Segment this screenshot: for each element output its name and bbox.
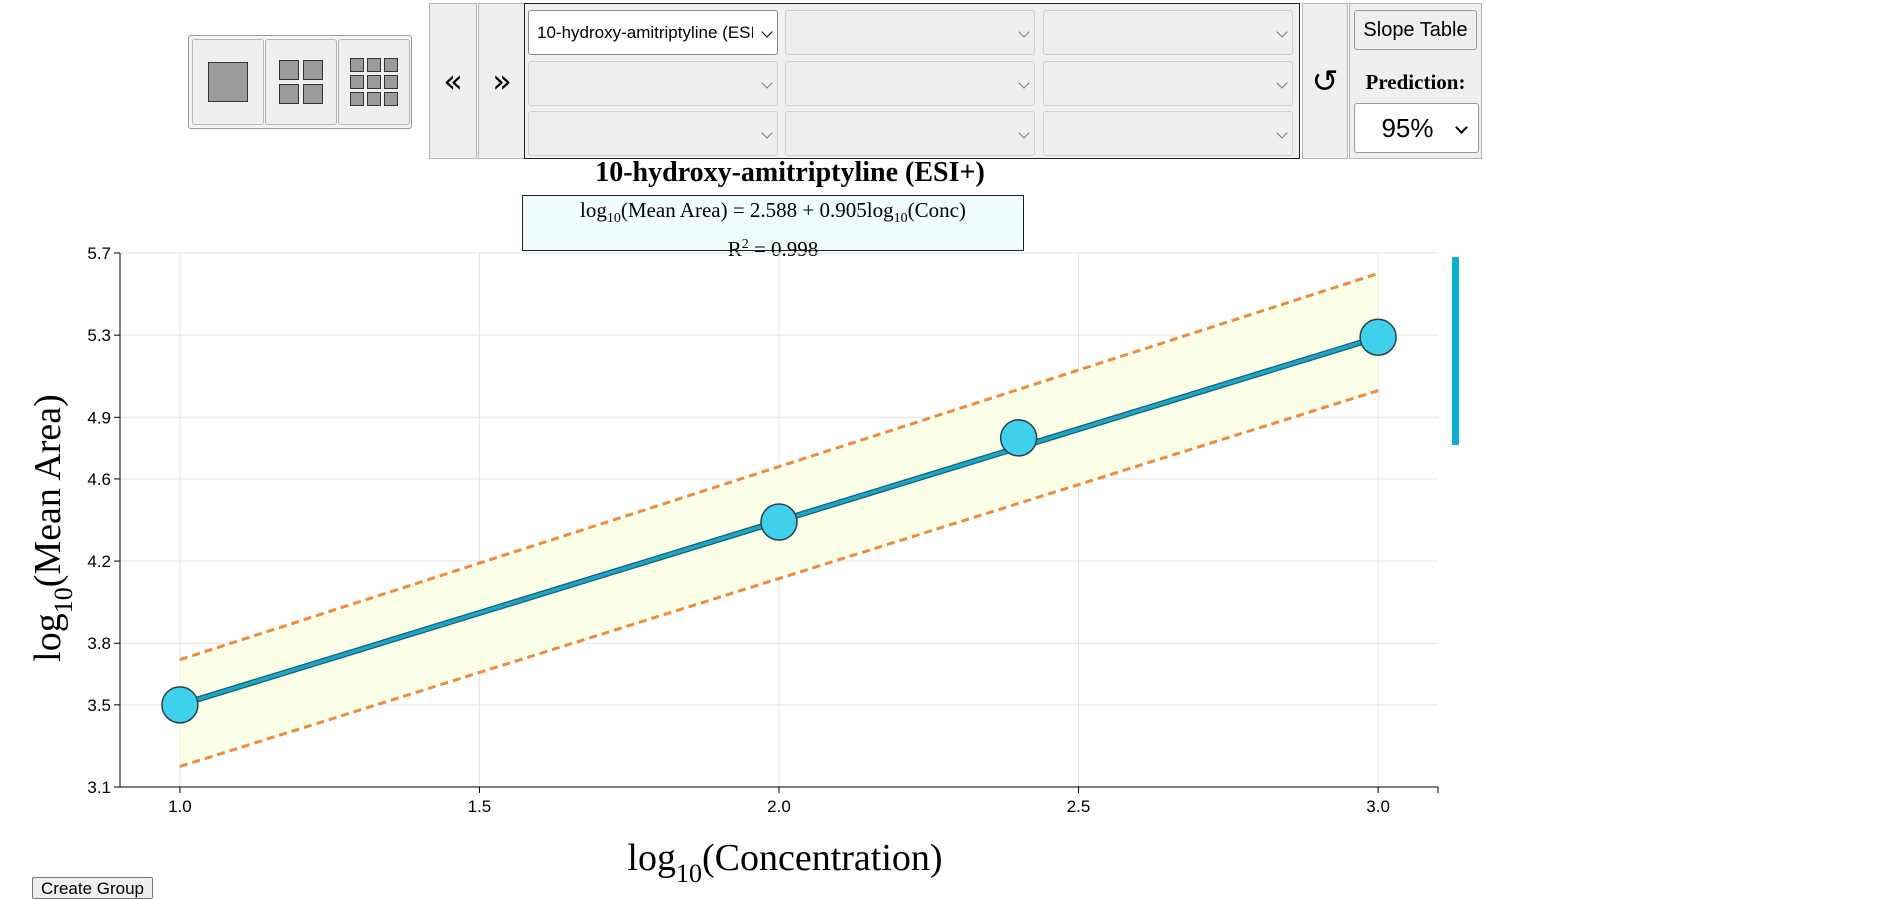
x-axis-title: log10(Concentration) (627, 837, 942, 888)
y-tick-label: 5.3 (87, 326, 111, 345)
regression-equation-box: log10(Mean Area) = 2.588 + 0.905log10(Co… (522, 195, 1024, 261)
compound-select-value: 10-hydroxy-amitriptyline (ESI+) (537, 22, 753, 42)
options-panel: Slope Table Prediction: 95% (1349, 3, 1482, 159)
data-point (760, 503, 798, 541)
data-point (999, 419, 1038, 457)
axes: 3.1 3.5 3.8 4.2 4.6 4.9 5.3 5.7 1.0 1.5 2.0 2.5 3.0 (87, 244, 1439, 816)
y-tick-label: 5.7 (87, 244, 111, 263)
prediction-value: 95% (1381, 112, 1434, 143)
prediction-label: Prediction: (1365, 70, 1466, 94)
previous-button[interactable]: « (429, 3, 477, 159)
legend-color-bar (1452, 257, 1459, 445)
create-group-button[interactable]: Create Group (32, 877, 153, 899)
refresh-icon: ↺ (1311, 62, 1339, 100)
y-tick-label: 3.8 (87, 634, 111, 653)
nine-panel-icon (350, 58, 398, 106)
compound-select-3[interactable] (1043, 10, 1293, 55)
y-axis-title: log10(Mean Area) (27, 394, 78, 662)
prediction-band-upper (179, 272, 1379, 662)
regression-equation: log10(Mean Area) = 2.588 + 0.905log10(Co… (580, 198, 966, 227)
layout-1x1-button[interactable] (192, 39, 264, 125)
y-tick-label: 3.1 (87, 778, 111, 797)
x-tick-label: 3.0 (1366, 797, 1390, 816)
y-tick-label: 4.2 (87, 552, 111, 571)
single-panel-icon (208, 62, 248, 102)
y-tick-label: 3.5 (87, 696, 111, 715)
reset-button[interactable]: ↺ (1302, 3, 1348, 159)
layout-3x3-button[interactable] (338, 39, 410, 125)
compound-select-7[interactable] (528, 111, 778, 156)
data-point (161, 686, 199, 724)
y-tick-label: 4.6 (87, 470, 111, 489)
compound-select-5[interactable] (785, 61, 1035, 106)
y-tick-label: 4.9 (87, 408, 111, 427)
prediction-select[interactable]: 95% (1354, 103, 1479, 153)
compound-select-4[interactable] (528, 61, 778, 106)
double-chevron-right-icon: » (492, 62, 512, 100)
double-chevron-left-icon: « (443, 62, 463, 100)
slope-table-button[interactable]: Slope Table (1354, 10, 1477, 50)
r-squared: R2 = 0.998 (727, 237, 819, 262)
compound-select-grid: 10-hydroxy-amitriptyline (ESI+) (524, 3, 1300, 159)
prediction-band-lower (179, 389, 1379, 768)
compound-select-8[interactable] (785, 111, 1035, 156)
compound-select-6[interactable] (1043, 61, 1293, 106)
data-point (1359, 318, 1397, 356)
x-tick-label: 1.5 (468, 797, 492, 816)
compound-select-2[interactable] (785, 10, 1035, 55)
compound-select-9[interactable] (1043, 111, 1293, 156)
compound-select-1[interactable]: 10-hydroxy-amitriptyline (ESI+) (528, 10, 778, 55)
layout-2x2-button[interactable] (265, 39, 337, 125)
layout-toggle-group (188, 35, 412, 129)
chart-title: 10-hydroxy-amitriptyline (ESI+) (595, 157, 985, 188)
data-points (161, 318, 1397, 724)
x-tick-label: 2.0 (767, 797, 791, 816)
four-panel-icon (279, 60, 323, 104)
x-tick-label: 1.0 (168, 797, 192, 816)
x-tick-label: 2.5 (1067, 797, 1091, 816)
